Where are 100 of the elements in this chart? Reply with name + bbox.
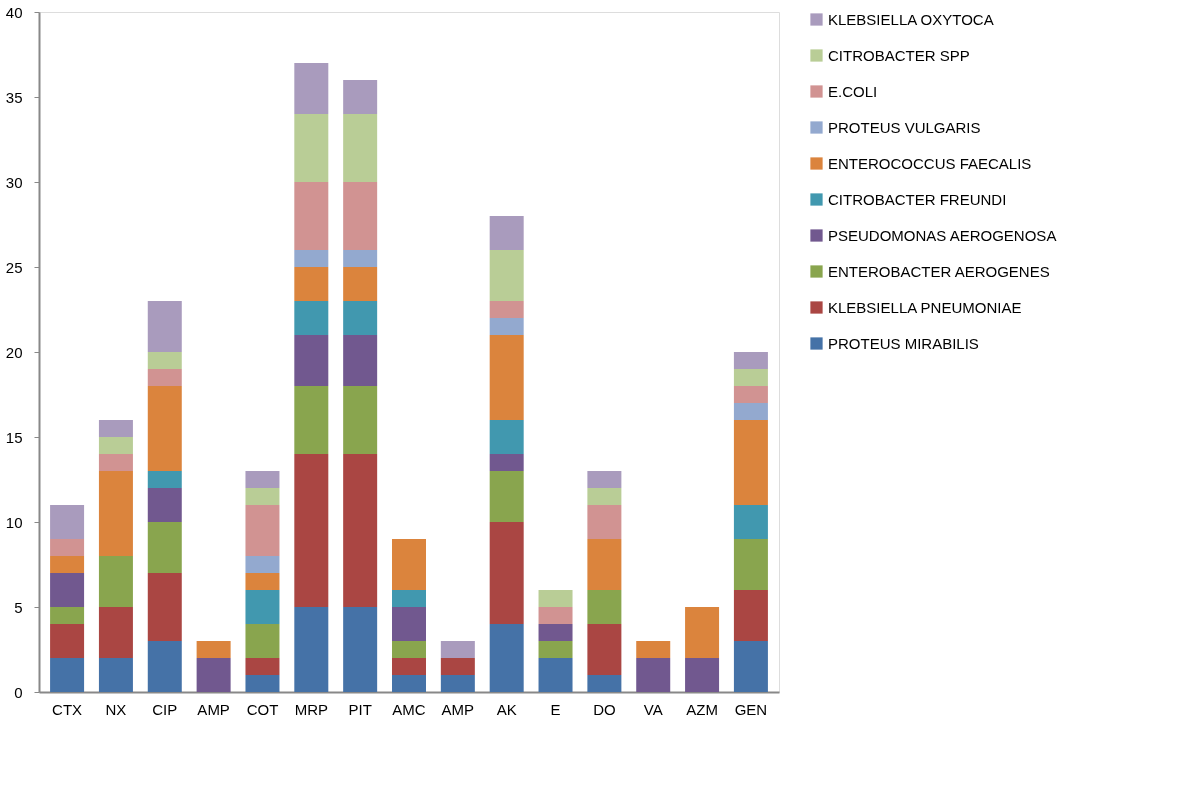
bar (147, 488, 182, 522)
bar (245, 590, 280, 624)
x-tick-label: NX (105, 700, 127, 718)
bar (440, 675, 475, 692)
bar (392, 658, 426, 675)
bar (245, 471, 280, 488)
bar (343, 80, 378, 114)
bar (98, 658, 133, 692)
bar (343, 250, 378, 267)
bar (489, 216, 524, 250)
bar (245, 556, 280, 573)
bar (733, 403, 768, 420)
bar (636, 641, 671, 658)
bar (98, 556, 133, 607)
y-tick-label: 30 (5, 173, 23, 191)
bar (733, 420, 768, 505)
y-tick-label: 15 (5, 428, 23, 446)
bar (245, 658, 280, 675)
bar (489, 624, 524, 692)
x-tick-label: PIT (348, 700, 372, 718)
bar (489, 335, 524, 420)
x-tick-label: E (550, 700, 561, 718)
legend-label: CITROBACTER FREUNDI (828, 190, 1007, 208)
legend-label: ENTEROBACTER AEROGENES (828, 262, 1050, 280)
bar (587, 471, 622, 488)
y-tick-label: 10 (5, 513, 23, 531)
y-tick-label: 20 (5, 343, 23, 361)
y-tick-label: 35 (5, 88, 23, 106)
bar (245, 675, 280, 692)
bar (343, 454, 378, 607)
bar (733, 505, 768, 539)
bar (489, 522, 524, 624)
bar (50, 658, 85, 692)
bar (147, 369, 182, 386)
bar (489, 471, 524, 522)
legend-label: PSEUDOMONAS AEROGENOSA (828, 226, 1057, 244)
bar (343, 301, 378, 335)
legend-label: PROTEUS VULGARIS (828, 118, 981, 136)
bar (147, 641, 182, 692)
bar (392, 590, 426, 607)
bar (440, 658, 475, 675)
x-tick-label: AMC (392, 700, 426, 718)
bar (294, 607, 329, 692)
bar (294, 335, 329, 386)
bar (147, 471, 182, 488)
bar (733, 641, 768, 692)
bar (294, 454, 329, 607)
bar (147, 301, 182, 352)
bar (392, 539, 426, 590)
bar (196, 641, 231, 658)
bar (587, 505, 622, 539)
bar (392, 607, 426, 641)
x-tick-label: VA (643, 700, 663, 718)
x-tick-label: AZM (686, 700, 718, 718)
bar (50, 624, 85, 658)
bar (733, 539, 768, 590)
bar (196, 658, 231, 692)
bar (587, 675, 622, 692)
bar (98, 607, 133, 658)
bar (489, 454, 524, 471)
bar (98, 471, 133, 556)
bar (98, 420, 133, 437)
bar (343, 114, 378, 182)
bar (587, 488, 622, 505)
bar (50, 505, 85, 539)
x-tick-label: COT (246, 700, 279, 718)
bar (294, 182, 329, 250)
legend-label: CITROBACTER SPP (828, 46, 970, 64)
bar (489, 250, 524, 301)
bar (294, 250, 329, 267)
bar (294, 301, 329, 335)
y-tick-label: 40 (5, 3, 23, 21)
y-tick-label: 0 (14, 683, 23, 701)
bar (440, 641, 475, 658)
x-tick-label: AMP (197, 700, 230, 718)
x-tick-label: DO (593, 700, 616, 718)
bar (538, 607, 573, 624)
legend-label: PROTEUS MIRABILIS (828, 334, 979, 352)
bar (733, 352, 768, 369)
bar (733, 386, 768, 403)
bar (538, 590, 573, 607)
legend-label: KLEBSIELLA PNEUMONIAE (828, 298, 1022, 316)
bar (294, 386, 329, 454)
x-tick-label: AK (496, 700, 517, 718)
bar (50, 556, 85, 573)
bar (50, 607, 85, 624)
bar (685, 658, 720, 692)
bar (147, 522, 182, 573)
bar (587, 539, 622, 590)
bar (538, 658, 573, 692)
bar (245, 488, 280, 505)
bar (343, 335, 378, 386)
legend-label: ENTEROCOCCUS FAECALIS (828, 154, 1032, 172)
bar (489, 318, 524, 335)
y-tick-label: 5 (14, 598, 23, 616)
x-tick-label: AMP (441, 700, 475, 718)
bar (392, 675, 426, 692)
bar (50, 539, 85, 556)
bar (50, 573, 85, 607)
bar (489, 420, 524, 454)
